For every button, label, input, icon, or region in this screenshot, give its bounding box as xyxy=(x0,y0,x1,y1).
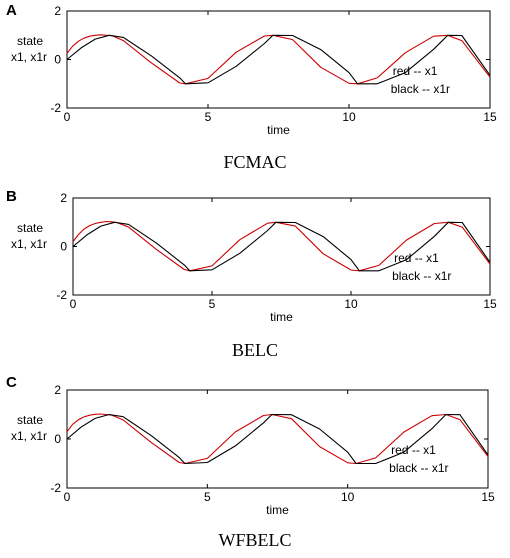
series-line-x1r xyxy=(66,34,491,85)
y-tick-label: 2 xyxy=(60,191,67,205)
x-tick-label: 10 xyxy=(341,490,355,504)
y-tick-label: 2 xyxy=(54,4,61,18)
y-tick-label: 0 xyxy=(60,240,67,254)
y-tick-label: -2 xyxy=(50,101,61,115)
y-axis-label: state xyxy=(17,221,43,235)
legend-entry-x1: red -- x1 xyxy=(393,64,438,78)
series-line-x1 xyxy=(66,34,491,85)
panel-letter: A xyxy=(6,2,17,19)
legend-entry-x1: red -- x1 xyxy=(394,251,439,265)
y-tick-label: 2 xyxy=(54,383,61,397)
x-tick-label: 10 xyxy=(344,297,358,311)
series-line-x1r xyxy=(66,413,489,465)
y-axis-label: state xyxy=(17,413,43,427)
y-tick-label: 0 xyxy=(54,53,61,67)
x-tick-label: 10 xyxy=(342,110,356,124)
x-tick-label: 0 xyxy=(64,490,71,504)
series-line-x1 xyxy=(72,220,491,272)
legend-entry-x1r: black -- x1r xyxy=(389,461,448,475)
chart-caption: FCMAC xyxy=(223,152,287,172)
y-tick-label: -2 xyxy=(56,288,67,302)
y-tick-label: -2 xyxy=(50,481,61,495)
x-tick-label: 15 xyxy=(483,110,497,124)
y-axis-label: x1, x1r xyxy=(11,429,47,443)
series-line-x1 xyxy=(66,413,489,465)
panel-letter: C xyxy=(6,374,17,391)
panel-b: B 0 5 10 15 2 0 -2 state x1, x1r time red -- x1 bla… xyxy=(0,186,510,372)
y-axis-label: x1, x1r xyxy=(11,237,47,251)
y-axis-label: x1, x1r xyxy=(11,50,47,64)
legend-entry-x1: red -- x1 xyxy=(391,443,436,457)
y-axis-label: state xyxy=(17,34,43,48)
y-tick-label: 0 xyxy=(54,432,61,446)
panel-a: A 0 5 10 15 2 0 -2 state x1, x1r time red -- x1 bla… xyxy=(0,0,510,186)
x-tick-label: 15 xyxy=(481,490,495,504)
panel-c: C 0 5 10 15 2 0 -2 state x1, x1r time red -- x1 bla… xyxy=(0,372,510,558)
x-tick-label: 5 xyxy=(204,490,211,504)
panel-letter: B xyxy=(6,188,17,205)
x-axis-label: time xyxy=(270,310,293,324)
series-line-x1r xyxy=(72,221,491,272)
x-tick-label: 5 xyxy=(205,110,212,124)
x-tick-label: 5 xyxy=(209,297,216,311)
chart-caption: BELC xyxy=(231,340,278,360)
chart-caption: WFBELC xyxy=(218,530,292,550)
legend-entry-x1r: black -- x1r xyxy=(392,269,451,283)
x-tick-label: 0 xyxy=(64,110,71,124)
legend-entry-x1r: black -- x1r xyxy=(391,82,450,96)
x-tick-label: 0 xyxy=(70,297,77,311)
x-tick-label: 15 xyxy=(483,297,497,311)
x-axis-label: time xyxy=(267,123,290,137)
x-axis-label: time xyxy=(266,503,289,517)
